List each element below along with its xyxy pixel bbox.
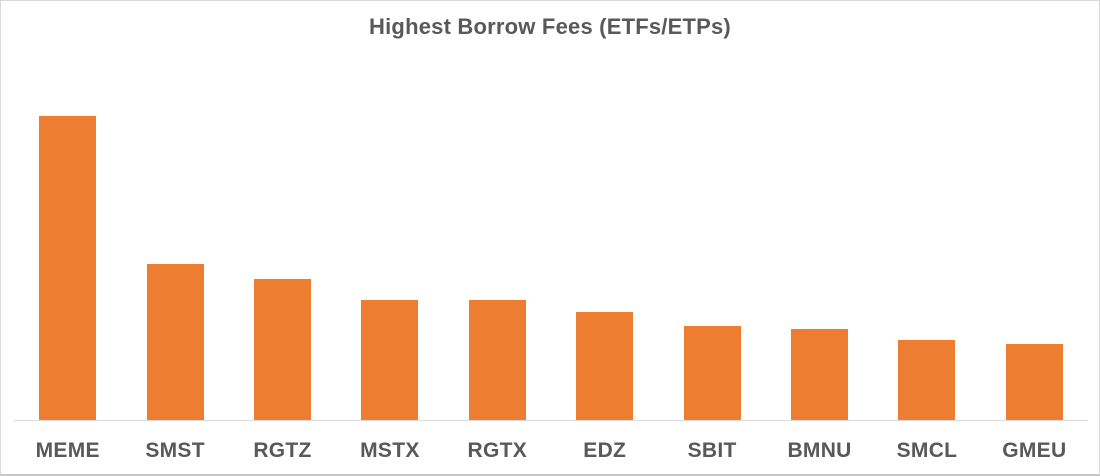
x-axis-labels: MEME SMST RGTZ MSTX RGTX EDZ SBIT BMNU SMCL GMEU xyxy=(14,439,1088,463)
x-axis-label-rgtx: RGTX xyxy=(467,439,528,462)
bar-cell-rgtx xyxy=(444,116,551,420)
x-axis-label-bmnu: BMNU xyxy=(787,439,852,462)
x-axis-label-gmeu: GMEU xyxy=(1002,439,1067,462)
x-axis-label-sbit: SBIT xyxy=(687,439,737,462)
x-axis-label-rgtz: RGTZ xyxy=(253,439,312,462)
bar-bmnu[interactable] xyxy=(791,329,849,420)
bar-meme[interactable] xyxy=(39,116,97,420)
bar-cell-bmnu xyxy=(766,116,873,420)
plot-area xyxy=(14,116,1088,421)
x-axis-label-edz: EDZ xyxy=(583,439,627,462)
bar-rgtx[interactable] xyxy=(468,300,526,420)
bar-cell-mstx xyxy=(336,116,443,420)
x-axis-label-smcl: SMCL xyxy=(896,439,958,462)
x-axis-label-smst: SMST xyxy=(145,439,205,462)
bar-edz[interactable] xyxy=(576,312,634,420)
bar-mstx[interactable] xyxy=(361,300,419,420)
bar-cell-smst xyxy=(121,116,228,420)
bar-cell-smcl xyxy=(873,116,980,420)
bar-cell-gmeu xyxy=(981,116,1088,420)
bar-cell-meme xyxy=(14,116,121,420)
x-axis-label-meme: MEME xyxy=(35,439,100,462)
bar-gmeu[interactable] xyxy=(1005,344,1063,420)
bar-cell-edz xyxy=(551,116,658,420)
bar-cell-sbit xyxy=(658,116,765,420)
bar-smcl[interactable] xyxy=(898,340,956,420)
bar-smst[interactable] xyxy=(146,264,204,420)
chart-title: Highest Borrow Fees (ETFs/ETPs) xyxy=(369,14,731,39)
bar-rgtz[interactable] xyxy=(254,279,312,420)
bar-sbit[interactable] xyxy=(683,326,741,420)
bar-cell-rgtz xyxy=(229,116,336,420)
x-axis-label-mstx: MSTX xyxy=(360,439,420,462)
